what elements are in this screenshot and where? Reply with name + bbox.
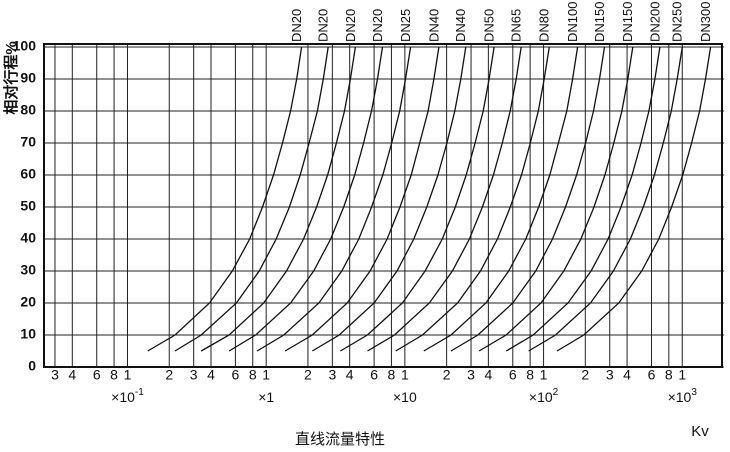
x-tick-label: 6 bbox=[232, 367, 240, 383]
multiplier-text: ×10 bbox=[529, 389, 553, 405]
x-tick-label: 8 bbox=[388, 367, 396, 383]
x-tick-label: 3 bbox=[190, 367, 198, 383]
x-tick-label: 3 bbox=[606, 367, 614, 383]
axis-multiplier: ×103 bbox=[668, 387, 698, 405]
x-tick-label: 8 bbox=[526, 367, 534, 383]
curve bbox=[423, 46, 579, 352]
x-tick-label: 1 bbox=[401, 367, 409, 383]
y-tick-label: 60 bbox=[20, 166, 36, 182]
series-label: DN100 bbox=[565, 2, 580, 42]
multiplier-text: ×10 bbox=[668, 389, 692, 405]
curve bbox=[367, 46, 522, 352]
x-tick-label: 1 bbox=[678, 367, 686, 383]
curve bbox=[395, 46, 550, 352]
x-tick-label: 2 bbox=[443, 367, 451, 383]
y-tick-label: 10 bbox=[20, 326, 36, 342]
series-label: DN150 bbox=[592, 2, 607, 42]
series-label: DN250 bbox=[670, 2, 685, 42]
multiplier-text: ×1 bbox=[258, 389, 274, 405]
curve bbox=[450, 46, 606, 352]
x-tick-label: 1 bbox=[262, 367, 270, 383]
x-tick-label: 4 bbox=[346, 367, 354, 383]
series-label: DN40 bbox=[453, 9, 468, 42]
curve bbox=[256, 46, 412, 352]
x-tick-label: 3 bbox=[467, 367, 475, 383]
curve bbox=[478, 46, 634, 352]
series-label: DN200 bbox=[647, 2, 662, 42]
x-tick-label: 6 bbox=[648, 367, 656, 383]
x-tick-label: 6 bbox=[509, 367, 517, 383]
multiplier-exponent: -1 bbox=[135, 387, 144, 398]
multiplier-text: ×10 bbox=[393, 389, 417, 405]
x-tick-label: 3 bbox=[328, 367, 336, 383]
y-tick-label: 50 bbox=[20, 198, 36, 214]
y-tick-label: 30 bbox=[20, 262, 36, 278]
y-axis-label: 相对行程% bbox=[2, 41, 20, 114]
x-tick-label: 6 bbox=[93, 367, 101, 383]
x-tick-label: 8 bbox=[665, 367, 673, 383]
curve bbox=[147, 46, 303, 352]
series-label: DN300 bbox=[698, 2, 713, 42]
curve bbox=[340, 46, 495, 352]
curve bbox=[505, 46, 661, 352]
x-tick-label: 2 bbox=[165, 367, 173, 383]
axis-multiplier: ×1 bbox=[258, 389, 274, 405]
series-label: DN150 bbox=[620, 2, 635, 42]
series-label: DN20 bbox=[370, 9, 385, 42]
x-axis-label: Kv bbox=[691, 423, 709, 440]
multiplier-exponent: 2 bbox=[553, 387, 559, 398]
series-label: DN65 bbox=[509, 9, 524, 42]
curve bbox=[228, 46, 384, 352]
x-tick-label: 1 bbox=[124, 367, 132, 383]
multiplier-exponent: 3 bbox=[691, 387, 697, 398]
x-tick-label: 8 bbox=[249, 367, 257, 383]
curve bbox=[528, 46, 683, 352]
caption: 直线流量特性 bbox=[295, 431, 385, 448]
x-tick-label: 4 bbox=[68, 367, 76, 383]
axis-multiplier: ×10-1 bbox=[111, 387, 144, 405]
series-label: DN80 bbox=[537, 9, 552, 42]
series-label: DN20 bbox=[289, 9, 304, 42]
axis-multiplier: ×102 bbox=[529, 387, 559, 405]
y-tick-label: 90 bbox=[20, 70, 36, 86]
x-tick-label: 6 bbox=[370, 367, 378, 383]
y-tick-label: 40 bbox=[20, 230, 36, 246]
curve bbox=[311, 46, 467, 352]
y-tick-label: 100 bbox=[13, 38, 37, 54]
series-label: DN40 bbox=[426, 9, 441, 42]
curve bbox=[174, 46, 329, 352]
y-tick-label: 70 bbox=[20, 134, 36, 150]
multiplier-text: ×10 bbox=[111, 389, 135, 405]
x-tick-label: 8 bbox=[110, 367, 118, 383]
x-tick-label: 3 bbox=[51, 367, 59, 383]
series-label: DN25 bbox=[398, 9, 413, 42]
x-tick-label: 2 bbox=[304, 367, 312, 383]
curve bbox=[556, 46, 712, 352]
axis-multiplier: ×10 bbox=[393, 389, 417, 405]
plot-frame bbox=[43, 43, 723, 368]
curve bbox=[284, 46, 440, 352]
x-tick-label: 4 bbox=[207, 367, 215, 383]
series-label: DN20 bbox=[343, 9, 358, 42]
x-tick-label: 2 bbox=[581, 367, 589, 383]
y-tick-label: 80 bbox=[20, 102, 36, 118]
series-label: DN50 bbox=[482, 9, 497, 42]
x-tick-label: 4 bbox=[623, 367, 631, 383]
x-tick-label: 1 bbox=[540, 367, 548, 383]
y-tick-label: 20 bbox=[20, 294, 36, 310]
curve bbox=[200, 46, 357, 352]
x-tick-label: 4 bbox=[484, 367, 492, 383]
series-label: DN20 bbox=[316, 9, 331, 42]
y-tick-label: 0 bbox=[28, 358, 36, 374]
